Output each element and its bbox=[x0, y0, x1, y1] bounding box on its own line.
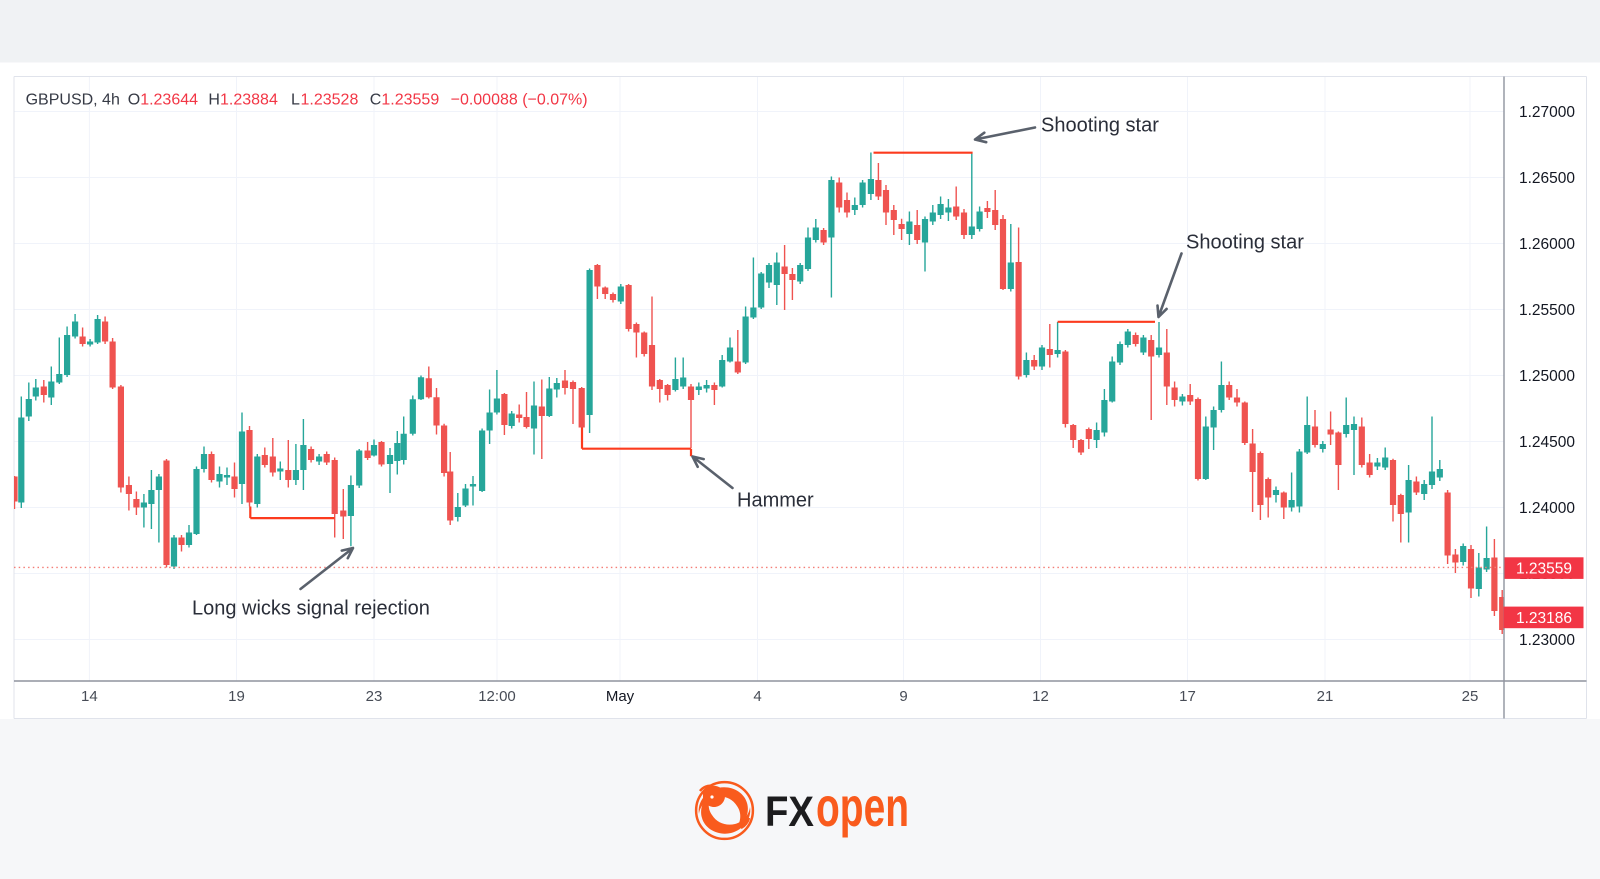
svg-text:1.23186: 1.23186 bbox=[1516, 610, 1572, 627]
svg-text:L: L bbox=[291, 92, 300, 109]
svg-text:C: C bbox=[370, 92, 382, 109]
svg-text:Shooting star: Shooting star bbox=[1041, 115, 1159, 137]
svg-text:1.27000: 1.27000 bbox=[1519, 104, 1575, 121]
svg-text:1.23559: 1.23559 bbox=[1516, 561, 1572, 578]
svg-text:Hammer: Hammer bbox=[737, 490, 814, 512]
svg-text:FX: FX bbox=[765, 788, 814, 836]
svg-text:H: H bbox=[208, 92, 220, 109]
svg-text:1.23528: 1.23528 bbox=[301, 92, 359, 109]
svg-text:12:00: 12:00 bbox=[478, 688, 516, 705]
svg-text:23: 23 bbox=[366, 688, 383, 705]
svg-text:1.23644: 1.23644 bbox=[140, 92, 198, 109]
svg-text:O: O bbox=[128, 92, 140, 109]
svg-text:12: 12 bbox=[1032, 688, 1049, 705]
svg-text:1.24000: 1.24000 bbox=[1519, 500, 1575, 517]
svg-text:17: 17 bbox=[1179, 688, 1196, 705]
svg-text:14: 14 bbox=[81, 688, 98, 705]
svg-text:1.25000: 1.25000 bbox=[1519, 368, 1575, 385]
svg-text:Long wicks signal rejection: Long wicks signal rejection bbox=[192, 598, 430, 620]
svg-text:1.26500: 1.26500 bbox=[1519, 170, 1575, 187]
svg-text:1.23884: 1.23884 bbox=[220, 92, 278, 109]
svg-text:May: May bbox=[606, 688, 635, 705]
svg-text:9: 9 bbox=[899, 688, 907, 705]
svg-text:Shooting star: Shooting star bbox=[1186, 232, 1304, 254]
svg-text:1.23000: 1.23000 bbox=[1519, 632, 1575, 649]
svg-text:1.26000: 1.26000 bbox=[1519, 236, 1575, 253]
svg-text:1.24500: 1.24500 bbox=[1519, 434, 1575, 451]
svg-text:GBPUSD, 4h: GBPUSD, 4h bbox=[26, 92, 120, 109]
svg-text:21: 21 bbox=[1317, 688, 1334, 705]
svg-text:−0.00088 (−0.07%): −0.00088 (−0.07%) bbox=[451, 92, 588, 109]
svg-text:4: 4 bbox=[753, 688, 761, 705]
svg-text:25: 25 bbox=[1462, 688, 1479, 705]
svg-text:1.23559: 1.23559 bbox=[381, 92, 439, 109]
svg-text:19: 19 bbox=[228, 688, 245, 705]
svg-text:open: open bbox=[816, 775, 909, 838]
svg-text:1.25500: 1.25500 bbox=[1519, 302, 1575, 319]
